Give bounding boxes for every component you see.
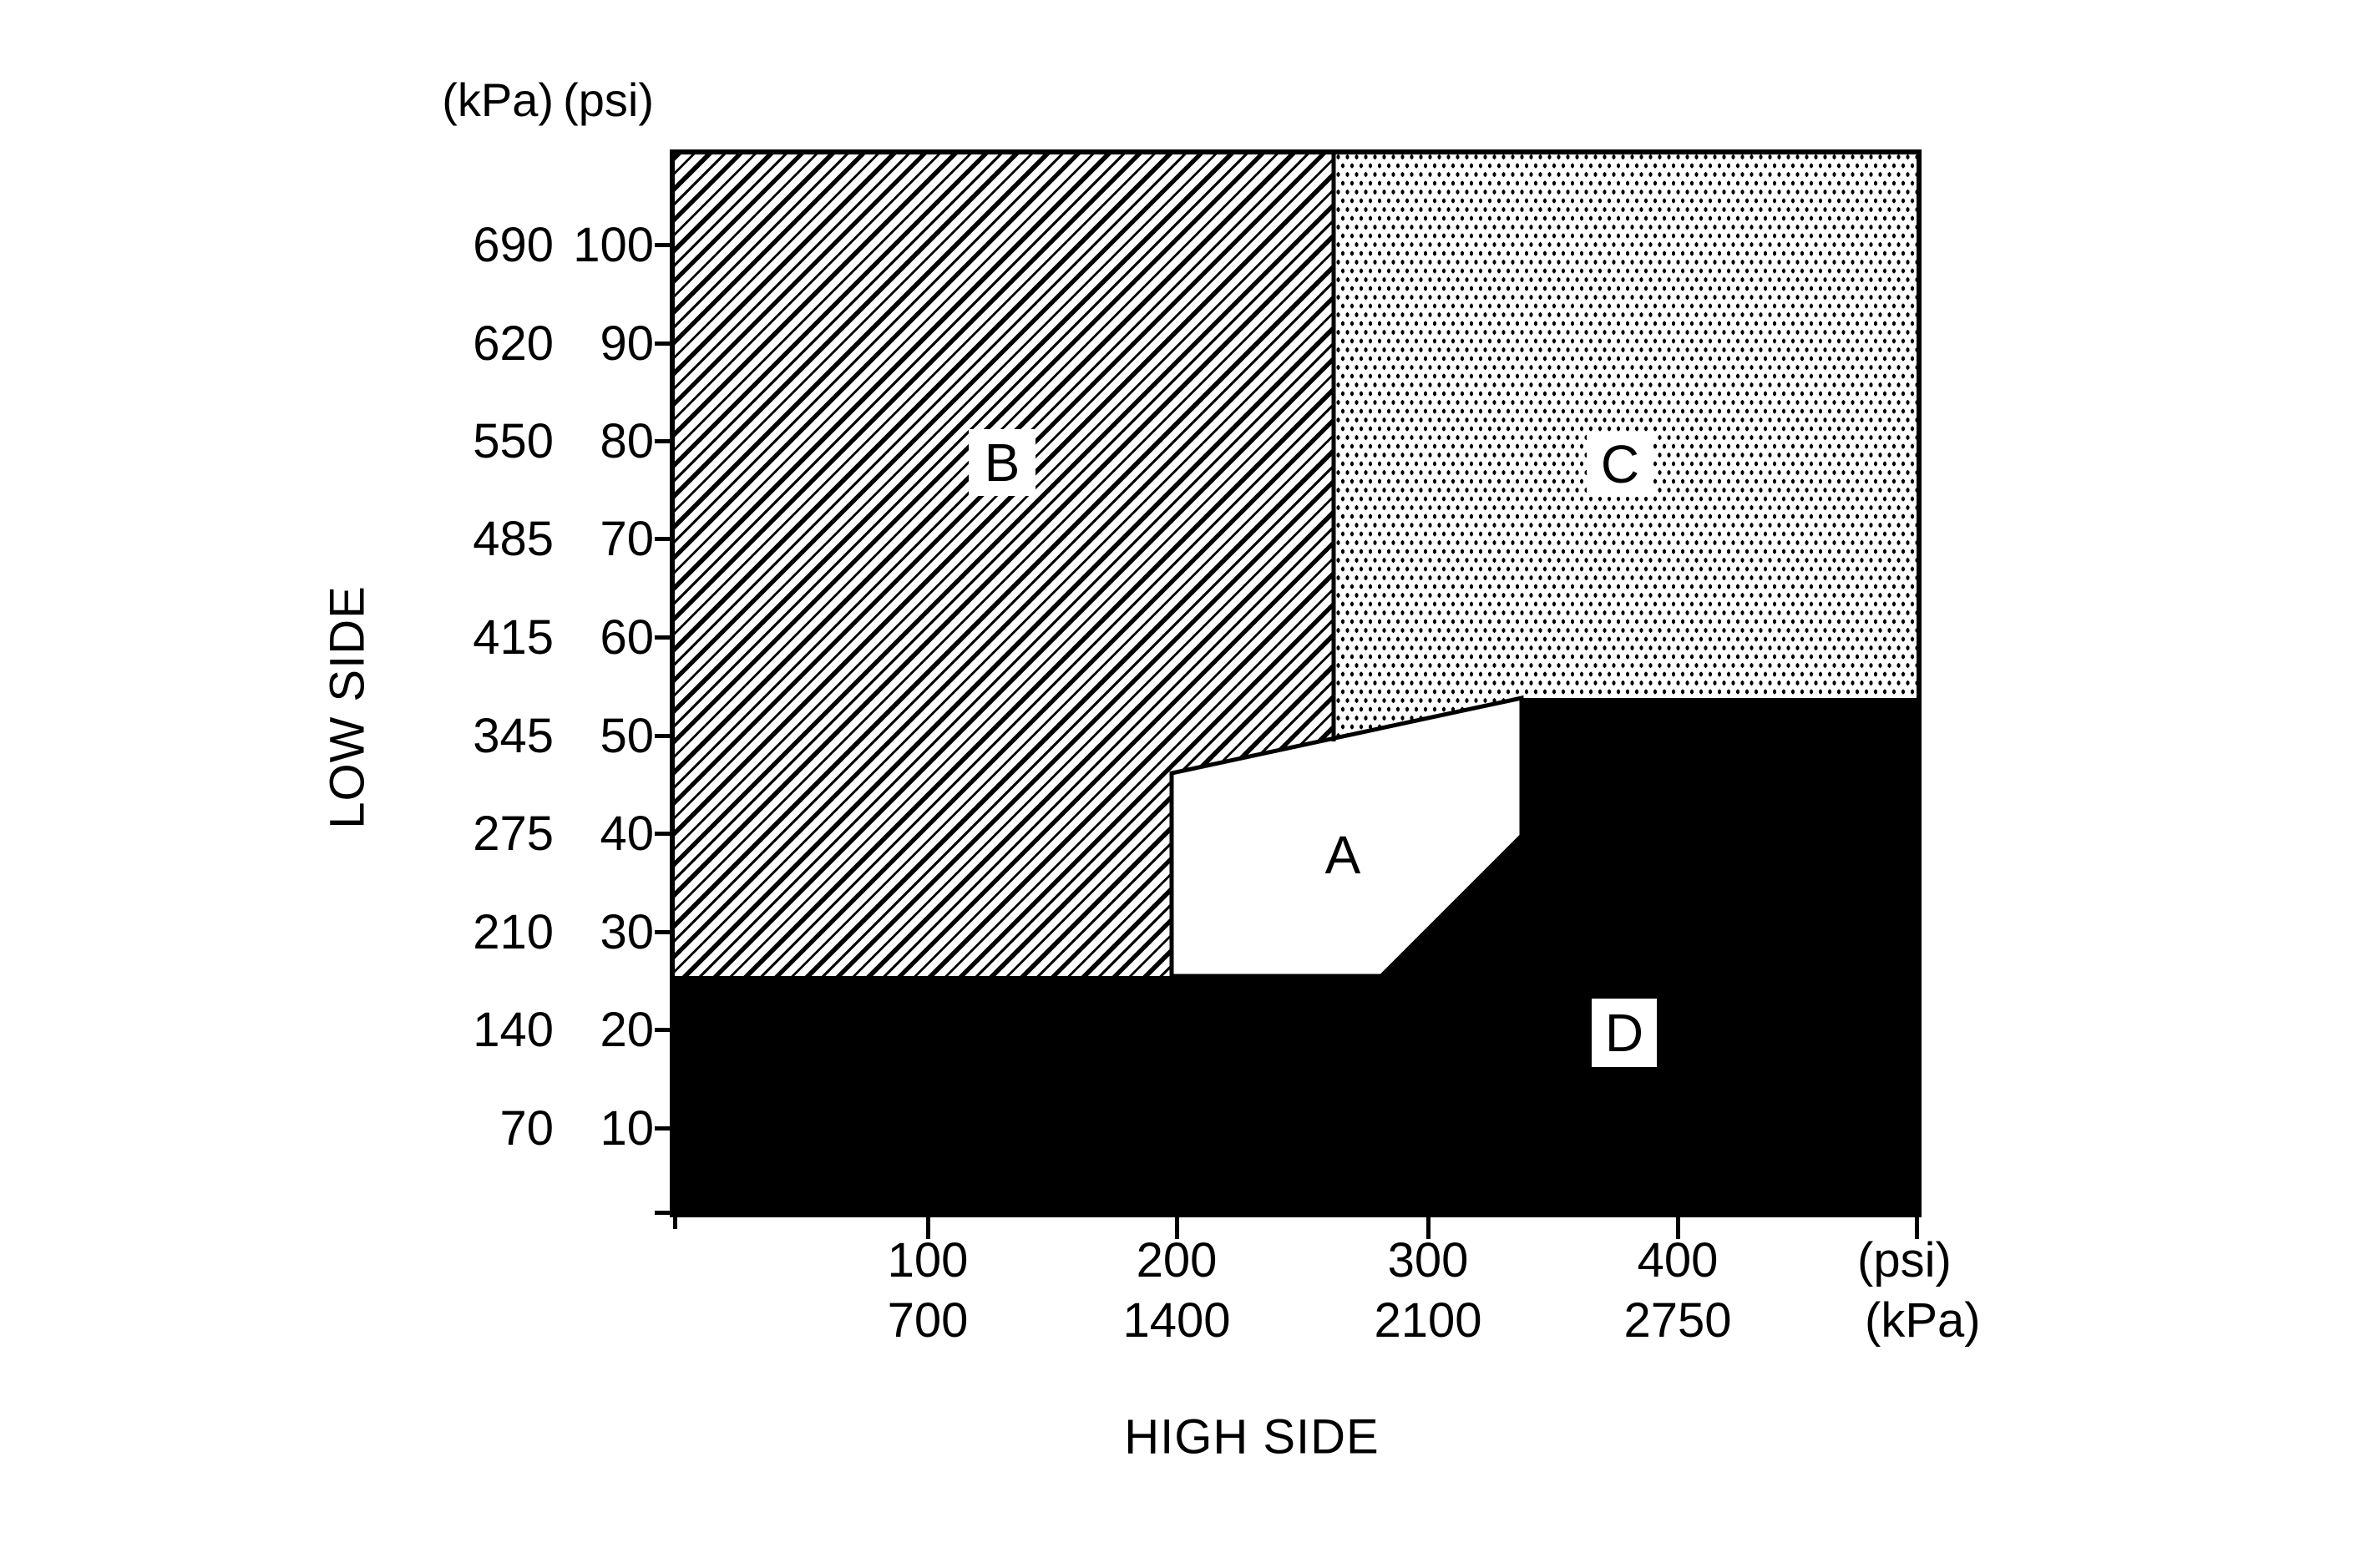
x-tick-psi: 300	[1387, 1233, 1469, 1287]
y-tick-psi: 40	[600, 806, 654, 861]
x-tick-kpa: 2750	[1623, 1293, 1732, 1348]
y-tick-psi: 10	[600, 1100, 654, 1156]
x-tick-psi: 200	[1136, 1233, 1218, 1287]
y-axis-tick	[655, 341, 675, 346]
y-axis-tick	[655, 1028, 675, 1032]
region-label-a: A	[1324, 825, 1361, 885]
region-label-d: D	[1592, 999, 1657, 1067]
y-tick-psi: 100	[573, 217, 654, 272]
x-axis-edge-tick	[1915, 1217, 1919, 1239]
x-tick-psi: 400	[1637, 1233, 1719, 1287]
y-axis-tick	[655, 439, 675, 443]
y-tick-label-row: 620 90	[351, 316, 654, 371]
y-axis-tick	[655, 734, 675, 738]
x-tick-psi: 100	[887, 1233, 969, 1287]
y-tick-psi: 90	[600, 316, 654, 371]
y-tick-psi: 50	[600, 708, 654, 763]
y-axis-unit-psi: (psi)	[563, 73, 654, 126]
y-tick-kpa: 210	[473, 904, 554, 959]
y-tick-kpa: 620	[473, 316, 554, 371]
y-tick-psi: 30	[600, 904, 654, 959]
y-axis-tick	[655, 832, 675, 836]
y-tick-kpa: 690	[473, 217, 554, 272]
y-tick-label-row: 70 10	[351, 1100, 654, 1156]
y-tick-kpa: 275	[473, 806, 554, 861]
x-axis-end-tick	[673, 1217, 677, 1229]
y-axis-units-header: (kPa) (psi)	[351, 73, 654, 126]
y-axis-tick	[655, 635, 675, 640]
y-axis-title: LOW SIDE	[320, 585, 375, 829]
y-tick-kpa: 550	[473, 413, 554, 468]
y-axis-tick	[655, 537, 675, 541]
y-axis-tick	[655, 930, 675, 934]
y-tick-psi: 80	[600, 413, 654, 468]
y-tick-label-row: 415 60	[351, 610, 654, 665]
y-tick-kpa: 70	[499, 1100, 554, 1156]
y-axis-tick	[655, 243, 675, 247]
y-axis-tick	[655, 1126, 675, 1131]
y-tick-psi: 70	[600, 511, 654, 566]
x-axis-tick	[1426, 1217, 1431, 1239]
x-axis-tick	[1175, 1217, 1179, 1239]
y-tick-label-row: 550 80	[351, 413, 654, 468]
y-tick-psi: 20	[600, 1002, 654, 1057]
y-tick-label-row: 275 40	[351, 807, 654, 861]
y-tick-label-row: 345 50	[351, 708, 654, 763]
x-axis-tick	[926, 1217, 930, 1239]
region-label-c: C	[1587, 432, 1653, 497]
y-tick-label-row: 140 20	[351, 1002, 654, 1057]
y-tick-label-row: 690 100	[351, 217, 654, 272]
x-axis-title: HIGH SIDE	[1124, 1409, 1380, 1464]
y-tick-kpa: 415	[473, 610, 554, 665]
x-axis-unit-kpa: (kPa)	[1865, 1293, 1981, 1348]
x-tick-kpa: 1400	[1122, 1293, 1231, 1348]
x-tick-kpa: 700	[887, 1293, 969, 1348]
y-axis-unit-kpa: (kPa)	[442, 73, 554, 126]
y-tick-label-row: 210 30	[351, 904, 654, 959]
x-axis-unit-psi: (psi)	[1857, 1233, 1952, 1287]
y-tick-kpa: 140	[473, 1002, 554, 1057]
region-label-b: B	[969, 429, 1036, 496]
y-tick-kpa: 485	[473, 511, 554, 566]
y-tick-kpa: 345	[473, 708, 554, 763]
y-tick-psi: 60	[600, 610, 654, 665]
y-tick-label-row: 485 70	[351, 511, 654, 566]
y-axis-end-tick	[655, 1211, 675, 1215]
x-tick-kpa: 2100	[1374, 1293, 1482, 1348]
x-axis-tick	[1676, 1217, 1680, 1239]
